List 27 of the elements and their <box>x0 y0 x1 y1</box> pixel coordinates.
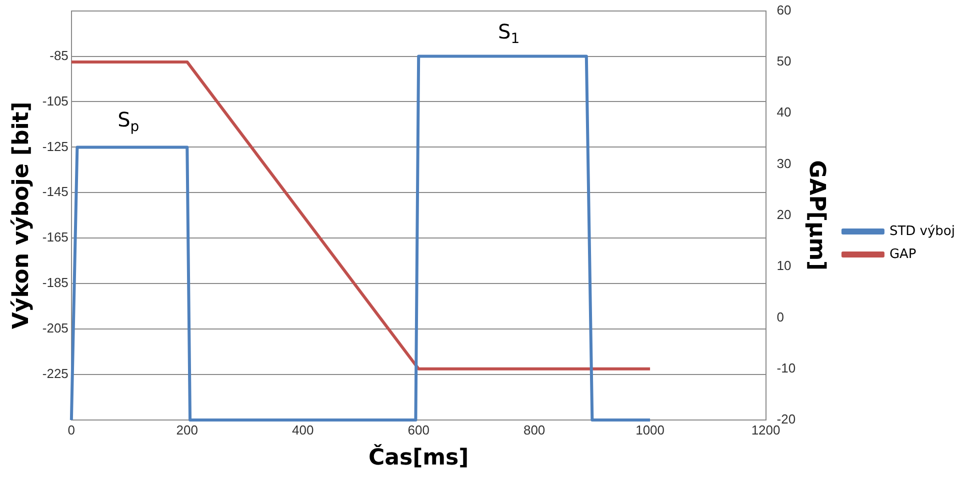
x-tick-label: 400 <box>292 422 314 438</box>
y2-tick-label: -10 <box>776 360 796 376</box>
x-tick-label: 1000 <box>636 422 665 438</box>
legend-label: GAP <box>889 246 916 262</box>
x-tick-label: 0 <box>68 422 76 438</box>
y-tick-label: -165 <box>42 230 68 245</box>
y-tick-label: -125 <box>42 138 68 154</box>
x-tick-label: 200 <box>176 422 198 438</box>
x-axis-title: Čas[ms] <box>368 444 469 471</box>
y-tick-label: -225 <box>42 366 68 382</box>
legend-label: STD výboj <box>889 224 956 239</box>
y-tick-label: -185 <box>42 275 68 290</box>
y-axis-title: Výkon výboje [bit] <box>8 102 34 330</box>
y2-tick-label: 20 <box>776 206 792 222</box>
y-tick-label: -145 <box>42 184 68 200</box>
x-tick-label: 600 <box>408 422 430 438</box>
y2-tick-label: 10 <box>776 258 792 274</box>
x-tick-label: 800 <box>523 422 546 438</box>
y2-tick-label: 50 <box>776 54 792 69</box>
y2-tick-label: 0 <box>776 309 784 324</box>
y2-axis-title: GAP[µm] <box>804 160 830 271</box>
y2-tick-label: 30 <box>776 156 792 171</box>
y2-tick-label: 40 <box>776 104 792 120</box>
y-tick-label: -205 <box>42 320 68 336</box>
y-tick-label: -85 <box>50 48 68 63</box>
y2-tick-label: 60 <box>776 2 792 18</box>
y-tick-label: -105 <box>42 93 68 108</box>
